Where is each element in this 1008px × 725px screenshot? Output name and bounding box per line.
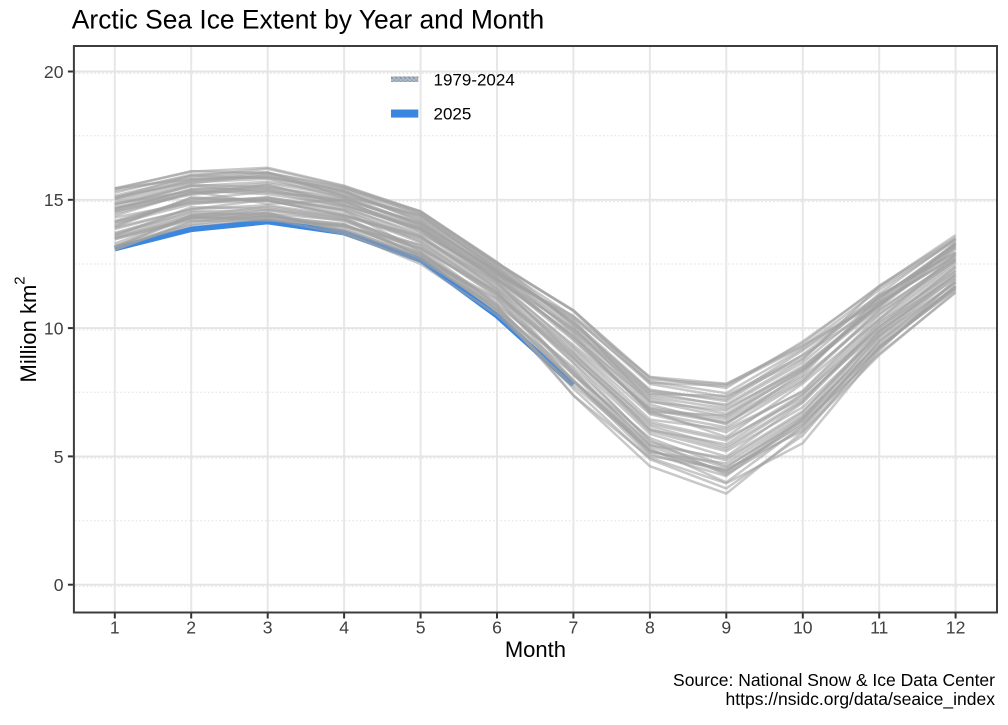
svg-text:2025: 2025 xyxy=(434,105,472,124)
svg-text:11: 11 xyxy=(870,617,888,637)
svg-text:8: 8 xyxy=(645,617,655,637)
svg-text:6: 6 xyxy=(492,617,502,637)
svg-text:Million km2: Million km2 xyxy=(12,276,42,382)
svg-text:5: 5 xyxy=(416,617,426,637)
svg-text:10: 10 xyxy=(793,617,813,637)
svg-text:Month: Month xyxy=(505,637,566,662)
svg-text:20: 20 xyxy=(44,62,64,82)
svg-text:2: 2 xyxy=(186,617,196,637)
svg-text:3: 3 xyxy=(263,617,273,637)
svg-text:Source: National Snow & Ice Da: Source: National Snow & Ice Data Center xyxy=(673,670,995,690)
svg-text:12: 12 xyxy=(946,617,966,637)
svg-text:0: 0 xyxy=(54,575,64,595)
svg-text:5: 5 xyxy=(54,447,64,467)
svg-text:https://nsidc.org/data/seaice_: https://nsidc.org/data/seaice_index xyxy=(726,689,996,710)
svg-text:7: 7 xyxy=(569,617,579,637)
svg-text:10: 10 xyxy=(44,319,64,339)
svg-text:4: 4 xyxy=(339,617,349,637)
svg-text:15: 15 xyxy=(44,190,64,210)
svg-text:1979-2024: 1979-2024 xyxy=(434,70,515,89)
svg-text:Arctic Sea Ice Extent by Year: Arctic Sea Ice Extent by Year and Month xyxy=(72,5,544,35)
svg-text:1: 1 xyxy=(110,617,120,637)
svg-text:9: 9 xyxy=(721,617,731,637)
